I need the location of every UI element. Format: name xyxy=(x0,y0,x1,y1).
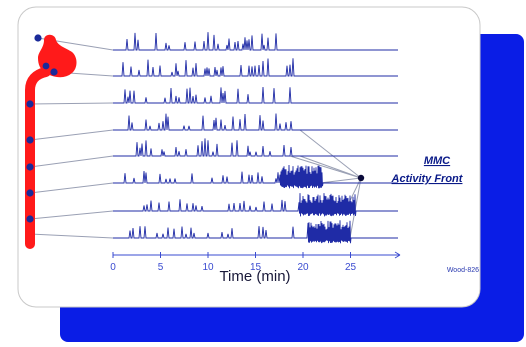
x-tick-label-20: 20 xyxy=(297,262,309,273)
leader-line-4 xyxy=(29,129,114,141)
x-tick-label-0: 0 xyxy=(110,262,116,273)
electrode-dot-7 xyxy=(26,215,34,223)
mmc-line-1 xyxy=(299,129,362,179)
electrode-dot-stomach xyxy=(42,62,50,70)
trace-1 xyxy=(113,32,398,51)
leader-line-3 xyxy=(29,102,114,105)
electrode-dot-2 xyxy=(50,68,58,76)
electrode-dot-6 xyxy=(26,189,34,197)
trace-3 xyxy=(113,86,398,104)
trace-4 xyxy=(113,113,398,131)
trace-8 xyxy=(113,220,398,244)
motility-traces xyxy=(113,32,398,244)
activity-front-label: Activity Front xyxy=(391,173,464,185)
time-axis: 0 5 10 15 20 25 xyxy=(110,251,401,273)
electrode-dot-3 xyxy=(26,100,34,108)
electrode-dot-1 xyxy=(34,34,42,42)
electrode-dot-5 xyxy=(26,163,34,171)
mmc-convergence-dot xyxy=(357,174,365,182)
x-tick-label-25: 25 xyxy=(345,262,357,273)
mmc-label: MMC xyxy=(424,155,451,167)
intestine-tube xyxy=(25,67,51,249)
trace-6 xyxy=(113,164,398,189)
electrode-dots xyxy=(26,34,58,223)
trace-5 xyxy=(113,138,398,157)
mmc-line-6 xyxy=(289,155,362,179)
x-axis-label: Time (min) xyxy=(219,268,290,285)
leader-line-5 xyxy=(29,155,114,168)
electrode-dot-4 xyxy=(26,136,34,144)
x-tick-label-15: 15 xyxy=(250,262,262,273)
trace-7 xyxy=(113,193,398,217)
shadow-back xyxy=(469,34,524,324)
credit-label: Wood-826 xyxy=(447,267,479,274)
x-tick-label-5: 5 xyxy=(158,262,164,273)
mmc-line-3 xyxy=(319,177,362,184)
x-axis-arrow xyxy=(394,251,401,259)
trace-2 xyxy=(113,58,398,77)
leader-line-6 xyxy=(29,182,114,194)
leader-line-7 xyxy=(29,210,114,220)
electrode-leader-lines xyxy=(29,37,114,239)
leader-line-8 xyxy=(29,233,114,239)
x-tick-label-10: 10 xyxy=(202,262,214,273)
